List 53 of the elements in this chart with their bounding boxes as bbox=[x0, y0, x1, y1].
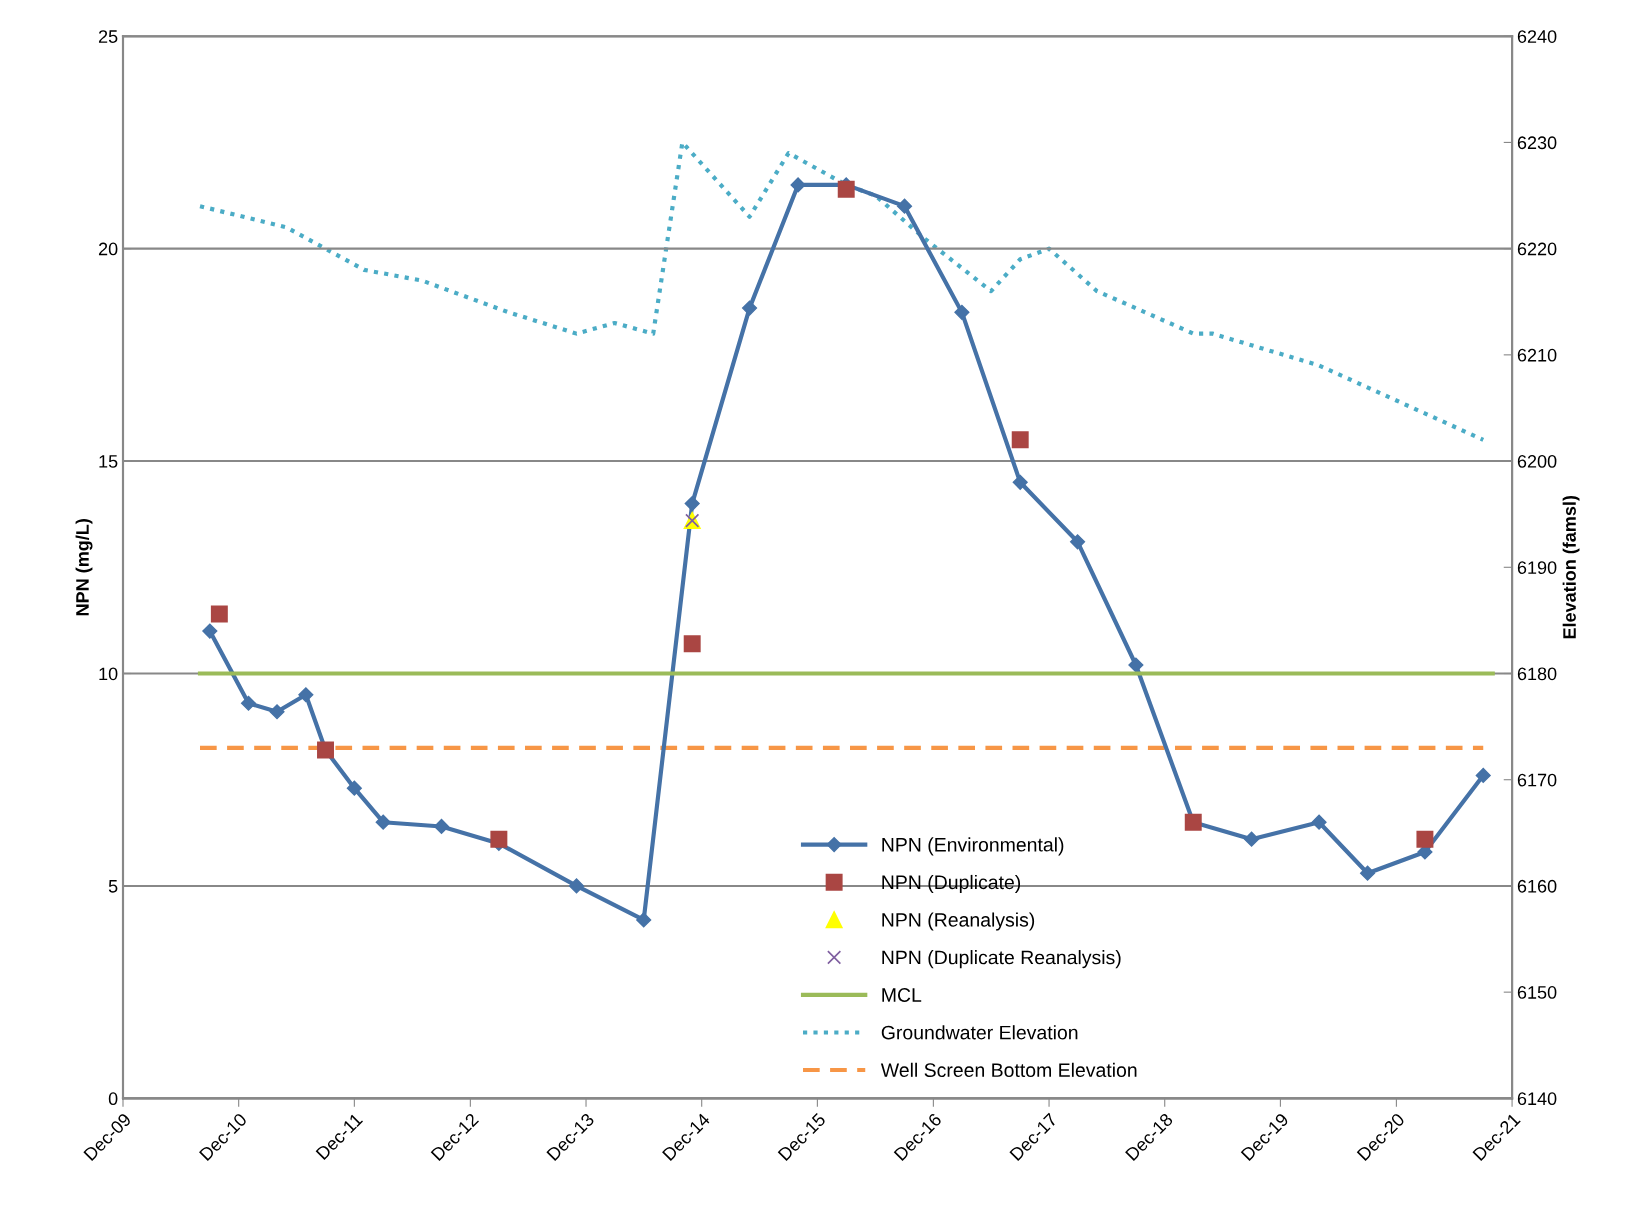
point bbox=[1243, 831, 1260, 847]
legend-label: Well Screen Bottom Elevation bbox=[880, 1062, 1137, 1078]
y-tick-label: 15 bbox=[99, 455, 118, 468]
point bbox=[490, 830, 508, 848]
legend-label: NPN (Duplicate) bbox=[882, 874, 1021, 894]
point bbox=[568, 878, 585, 894]
legend-label: NPN (Duplicate Reanalysis) bbox=[882, 950, 1121, 969]
point bbox=[210, 605, 228, 623]
y-axis-title: NPN (mg/L) bbox=[75, 519, 93, 616]
point bbox=[790, 177, 806, 193]
point bbox=[202, 623, 218, 639]
point bbox=[636, 912, 652, 928]
point bbox=[1128, 657, 1144, 673]
y2-tick-label: 6160 bbox=[1517, 879, 1557, 893]
legend-label: NPN (Environmental) bbox=[882, 837, 1064, 856]
point bbox=[741, 300, 758, 316]
y-tick-label: 5 bbox=[108, 880, 118, 893]
point bbox=[433, 818, 450, 835]
y2-tick-label: 6220 bbox=[1517, 242, 1557, 256]
point bbox=[298, 687, 314, 703]
y2-axis-title: Elevation (famsl) bbox=[1562, 495, 1580, 639]
point bbox=[240, 695, 257, 711]
point bbox=[1475, 767, 1491, 784]
y2-tick-label: 6240 bbox=[1517, 30, 1557, 43]
legend-label: NPN (Reanalysis) bbox=[882, 912, 1035, 931]
point bbox=[1359, 865, 1376, 881]
point bbox=[1416, 830, 1434, 848]
point bbox=[1012, 474, 1028, 490]
y2-tick-label: 6210 bbox=[1517, 348, 1557, 362]
y2-tick-label: 6170 bbox=[1517, 773, 1557, 787]
point bbox=[375, 814, 391, 830]
y-tick-label: 25 bbox=[98, 30, 118, 43]
y-tick-label: 20 bbox=[98, 242, 118, 256]
point bbox=[684, 495, 700, 512]
y2-tick-label: 6150 bbox=[1517, 986, 1557, 999]
point bbox=[683, 635, 701, 653]
y-tick-label: 0 bbox=[108, 1092, 118, 1106]
y2-tick-label: 6140 bbox=[1517, 1092, 1557, 1106]
y-tick-label: 10 bbox=[99, 667, 118, 681]
y2-tick-label: 6180 bbox=[1517, 667, 1557, 681]
point bbox=[346, 780, 362, 796]
point bbox=[1311, 814, 1327, 830]
point bbox=[896, 198, 913, 214]
y2-tick-label: 6200 bbox=[1517, 455, 1557, 468]
point bbox=[837, 180, 855, 198]
legend-label: MCL bbox=[882, 988, 922, 1002]
point bbox=[1011, 431, 1029, 449]
point bbox=[954, 304, 970, 320]
point bbox=[269, 704, 285, 720]
y2-tick-label: 6190 bbox=[1517, 561, 1557, 575]
legend-label: Groundwater Elevation bbox=[881, 1025, 1078, 1040]
point bbox=[1070, 534, 1086, 550]
y2-tick-label: 6230 bbox=[1517, 136, 1557, 150]
